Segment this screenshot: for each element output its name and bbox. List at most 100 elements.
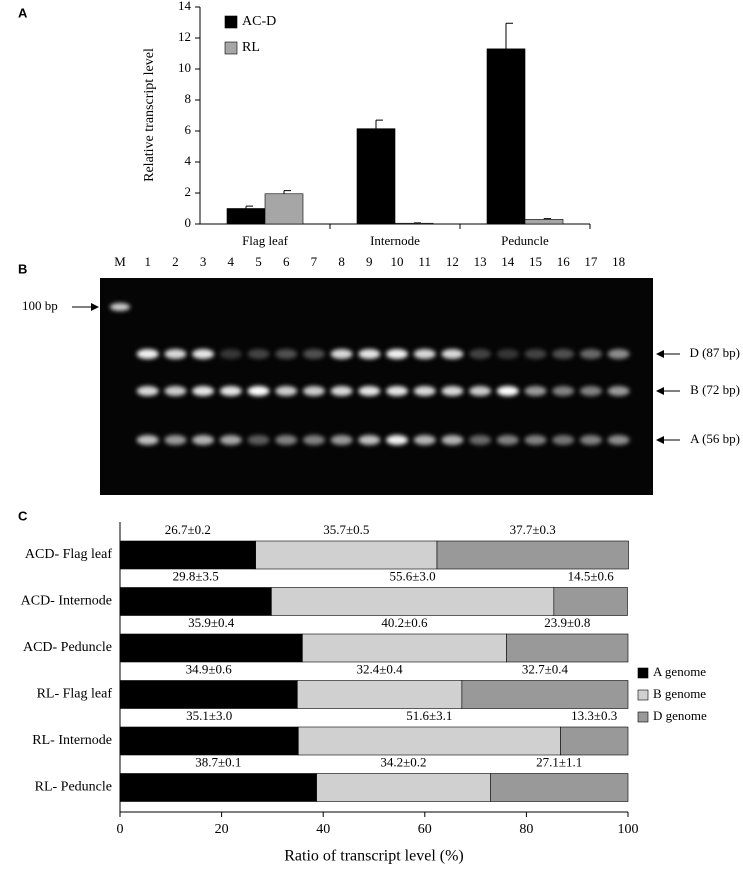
data-label: 35.7±0.5 [323, 522, 369, 537]
data-label: 29.8±3.5 [173, 568, 219, 583]
bar-segment [119, 587, 272, 616]
legend-label: RL [242, 40, 260, 55]
lane-label: 17 [584, 254, 598, 269]
marker-band [110, 303, 130, 311]
gel-band [247, 435, 270, 445]
bar-segment [119, 540, 256, 570]
gel-band [219, 435, 242, 445]
bar-segment [255, 540, 438, 570]
x-tick-label: 0 [117, 822, 124, 837]
gel-band [164, 349, 187, 359]
gel-band [579, 435, 602, 445]
legend-label: AC-D [242, 14, 276, 29]
data-label: 35.1±3.0 [186, 708, 232, 723]
data-label: 55.6±3.0 [390, 568, 436, 583]
y-tick-label: ACD- Internode [21, 594, 112, 609]
data-label: 38.7±0.1 [195, 754, 241, 769]
gel-band [219, 349, 242, 359]
gel-band [469, 349, 492, 359]
x-tick-label: 20 [215, 822, 229, 837]
data-label: 23.9±0.8 [544, 615, 590, 630]
error-bar [543, 218, 551, 220]
gel [110, 303, 630, 445]
data-label: 34.2±0.2 [380, 754, 426, 769]
gel-band [358, 435, 381, 445]
lane-label: 6 [283, 254, 290, 269]
gel-band [607, 349, 630, 359]
gel-band [247, 349, 270, 359]
bar [356, 128, 396, 225]
gel-band [164, 386, 187, 396]
bar-segment [316, 773, 491, 802]
x-tick-label: Peduncle [501, 233, 549, 248]
legend-swatch [637, 667, 649, 679]
marker-label: 100 bp [22, 298, 58, 313]
gel-band [358, 349, 381, 359]
bar-segment [302, 633, 507, 663]
gel-band [496, 435, 519, 445]
error-bar [505, 22, 513, 49]
gel-band [247, 386, 270, 396]
data-label: 34.9±0.6 [186, 661, 233, 676]
band-label: D (87 bp) [689, 345, 740, 360]
gel-band [386, 386, 408, 396]
lane-label: 4 [228, 254, 235, 269]
gel-band [441, 386, 464, 396]
legend-swatch [224, 41, 238, 55]
band-label: A (56 bp) [690, 431, 740, 446]
lane-label: M [114, 254, 126, 269]
bar-segment [119, 680, 298, 709]
gel-band [413, 386, 436, 396]
y-tick-label: 12 [178, 29, 191, 44]
y-tick-label: 14 [178, 0, 192, 13]
y-tick-label: ACD- Flag leaf [25, 547, 112, 562]
data-label: 26.7±0.2 [165, 522, 211, 537]
x-tick-label: 60 [418, 822, 432, 837]
x-tick-label: 80 [519, 822, 533, 837]
y-tick-label: ACD- Peduncle [23, 640, 112, 655]
lane-label: 10 [391, 254, 404, 269]
panel-label: B [18, 261, 27, 276]
lane-label: 9 [366, 254, 373, 269]
lane-label: 5 [255, 254, 262, 269]
gel-band [275, 435, 298, 445]
legend-swatch [637, 689, 649, 701]
bar-segment [271, 587, 555, 616]
band-label: B (72 bp) [690, 382, 740, 397]
y-tick-label: RL- Flag leaf [37, 687, 113, 702]
bar-segment [436, 540, 629, 570]
gel-band [330, 349, 353, 359]
bar [226, 208, 266, 225]
data-label: 35.9±0.4 [188, 615, 235, 630]
error-bar [283, 190, 291, 194]
gel-band [524, 386, 547, 396]
lane-label: 12 [446, 254, 459, 269]
data-label: 32.4±0.4 [357, 661, 404, 676]
gel-band [441, 349, 464, 359]
lane-label: 18 [612, 254, 625, 269]
lane-label: 13 [474, 254, 487, 269]
error-bar [375, 119, 383, 129]
x-tick-label: 100 [618, 822, 639, 837]
legend-label: B genome [653, 686, 706, 701]
gel-band [302, 386, 325, 396]
bar-segment [298, 726, 561, 756]
lane-label: 15 [529, 254, 542, 269]
gel-band [164, 435, 187, 445]
x-tick-label: Flag leaf [242, 233, 289, 248]
gel-band [524, 349, 547, 359]
data-label: 32.7±0.4 [522, 661, 569, 676]
bar [524, 219, 564, 225]
gel-band [302, 435, 325, 445]
gel-band [275, 386, 298, 396]
lane-label: 1 [144, 254, 151, 269]
panel-label: C [18, 508, 28, 523]
gel-band [219, 386, 242, 396]
lane-label: 16 [557, 254, 571, 269]
bar-segment [553, 587, 628, 616]
lane-label: 7 [311, 254, 318, 269]
y-tick-label: RL- Internode [32, 733, 112, 748]
gel-band [607, 386, 630, 396]
gel-band [413, 349, 436, 359]
gel-band [192, 435, 215, 445]
